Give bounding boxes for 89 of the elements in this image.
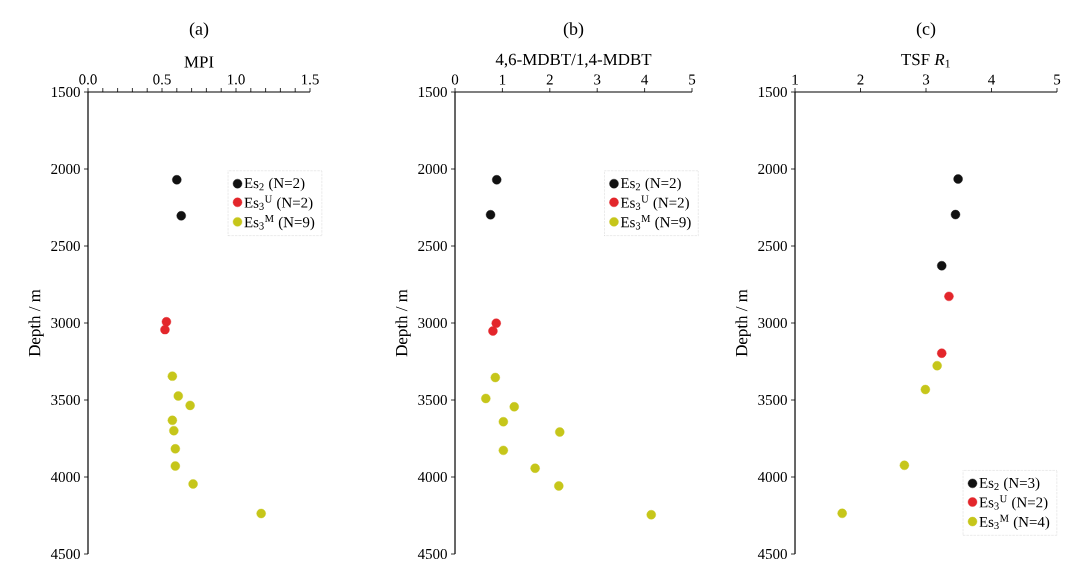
x-tick-label: 5 [1054,74,1061,85]
point [554,481,564,491]
x-tick-label: 1.0 [227,74,245,85]
y-tick-label: 4000 [50,471,80,483]
x-tick-label: 5 [689,74,696,85]
chart-title: (a) [189,22,209,39]
y-tick-label: 3000 [758,317,787,329]
y-tick-label: 3000 [51,317,80,329]
y-tick-label: 4000 [417,471,447,483]
y-tick-label: 3000 [418,317,447,329]
point [185,400,195,411]
legend-label: Es$_{3}$$^{M}$ (N=9) [620,215,691,231]
point [937,348,947,358]
y-tick-label: 4500 [50,548,80,560]
point [256,508,266,519]
point [173,391,183,401]
point [937,261,947,271]
y-tick-label: 2000 [418,163,447,175]
x-tick-label: 3 [922,74,930,85]
point [490,372,500,383]
point [485,210,496,220]
point [498,445,509,456]
point [492,175,502,185]
y-tick-label: 3500 [758,394,787,406]
point [509,402,519,412]
point [161,317,172,327]
point [555,427,565,437]
x-tick-label: 0 [451,74,459,85]
point [932,360,942,371]
point [498,417,509,427]
x-axis-title: 4,6-MDBT/1,4-MDBT [495,53,652,68]
point [488,326,498,336]
point [169,425,179,436]
x-tick-label: 0.0 [79,74,97,85]
point [953,174,963,184]
y-tick-label: 1500 [418,86,447,98]
point [160,324,170,335]
legend-label: Es$_{2}$ (N=3) [979,477,1040,491]
x-tick-label: 1.5 [301,74,319,85]
legend-label: Es$_{3}$$^{U}$ (N=2) [979,495,1048,511]
point [170,444,180,454]
legend-label: Es$_{2}$ (N=2) [620,177,681,192]
x-tick-label: 2 [546,74,553,85]
y-tick-label: 2500 [418,240,447,252]
y-axis-title: Depth / m [28,289,44,357]
x-tick-label: 0.5 [153,74,171,85]
y-axis-title: Depth / m [395,289,411,357]
point [950,209,961,220]
point [491,318,501,328]
point [899,460,910,470]
legend-label: Es$_{3}$$^{U}$ (N=2) [620,195,689,211]
legend-label: Es$_{3}$$^{M}$ (N=9) [244,215,315,231]
x-tick-label: 4 [988,74,996,85]
point [481,393,491,404]
chart-title: (b) [563,22,584,39]
y-tick-label: 1500 [51,86,80,98]
point [188,479,198,489]
point [646,510,656,520]
point [530,463,540,473]
point [167,415,178,426]
y-tick-label: 4500 [417,548,447,560]
y-tick-label: 2500 [758,240,787,252]
y-tick-label: 2500 [51,240,80,252]
x-tick-label: 4 [641,74,649,85]
x-tick-label: 1 [499,74,506,85]
point [837,508,847,519]
x-axis-title: TSF R$_{1}$ [901,53,950,68]
y-axis-title: Depth / m [735,289,751,357]
point [170,461,180,471]
y-tick-label: 3500 [51,394,80,406]
y-tick-label: 2000 [51,163,80,175]
y-tick-label: 4000 [757,471,787,483]
legend-label: Es$_{3}$$^{M}$ (N=4) [979,514,1050,531]
y-tick-label: 2000 [758,163,787,175]
point [176,211,186,221]
point [167,371,178,381]
y-tick-label: 3500 [418,394,447,406]
legend-label: Es$_{2}$ (N=2) [244,177,305,192]
x-tick-label: 3 [594,74,601,85]
x-tick-label: 2 [857,74,864,85]
x-axis-title: MPI [184,56,214,68]
chart-title: (c) [916,22,936,39]
x-tick-label: 1 [792,74,798,85]
point [920,384,931,395]
legend-label: Es$_{3}$$^{U}$ (N=2) [244,195,313,211]
y-tick-label: 1500 [758,86,787,98]
point [172,175,182,185]
point [944,291,954,302]
y-tick-label: 4500 [757,548,787,560]
